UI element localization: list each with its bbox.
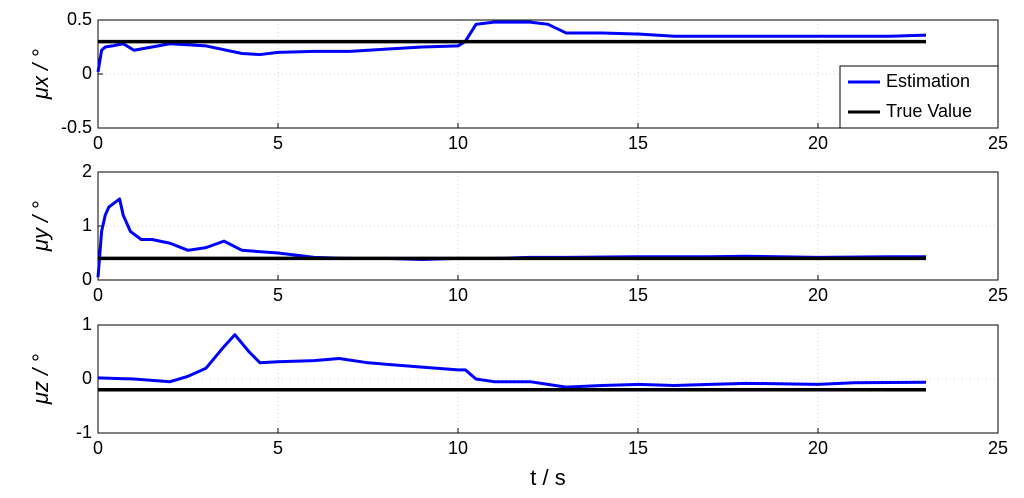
y-tick-label: 0.5 bbox=[67, 9, 92, 29]
x-tick-label: 10 bbox=[448, 438, 468, 458]
series-line bbox=[97, 333, 927, 389]
legend-box bbox=[839, 65, 999, 129]
y-axis-label: μy / ° bbox=[28, 201, 53, 252]
x-axis-label: t / s bbox=[530, 465, 565, 490]
x-tick-label: 25 bbox=[988, 438, 1008, 458]
y-tick-label: 0 bbox=[82, 269, 92, 289]
x-tick-label: 20 bbox=[808, 438, 828, 458]
x-tick-label: 15 bbox=[628, 438, 648, 458]
x-tick-label: 10 bbox=[448, 133, 468, 153]
x-tick-label: 5 bbox=[273, 285, 283, 305]
x-tick-label: 0 bbox=[93, 438, 103, 458]
y-axis-label: μz / ° bbox=[28, 354, 53, 405]
y-tick-label: -0.5 bbox=[61, 117, 92, 137]
x-tick-label: 0 bbox=[93, 133, 103, 153]
x-tick-label: 15 bbox=[628, 133, 648, 153]
x-tick-label: 5 bbox=[273, 438, 283, 458]
x-tick-label: 25 bbox=[988, 133, 1008, 153]
series-line bbox=[96, 20, 927, 73]
y-tick-label: -1 bbox=[76, 422, 92, 442]
x-tick-label: 0 bbox=[93, 285, 103, 305]
y-tick-label: 0 bbox=[82, 368, 92, 388]
y-axis-label: μx / ° bbox=[28, 49, 53, 100]
y-tick-label: 1 bbox=[82, 314, 92, 334]
series-line bbox=[96, 197, 926, 278]
x-tick-label: 20 bbox=[808, 285, 828, 305]
x-tick-label: 15 bbox=[628, 285, 648, 305]
y-tick-label: 0 bbox=[82, 63, 92, 83]
x-tick-label: 25 bbox=[988, 285, 1008, 305]
legend-label: True Value bbox=[886, 101, 972, 121]
x-tick-label: 5 bbox=[273, 133, 283, 153]
legend-label: Estimation bbox=[886, 71, 970, 91]
y-tick-label: 2 bbox=[82, 161, 92, 181]
x-tick-label: 20 bbox=[808, 133, 828, 153]
y-tick-label: 1 bbox=[82, 215, 92, 235]
x-tick-label: 10 bbox=[448, 285, 468, 305]
